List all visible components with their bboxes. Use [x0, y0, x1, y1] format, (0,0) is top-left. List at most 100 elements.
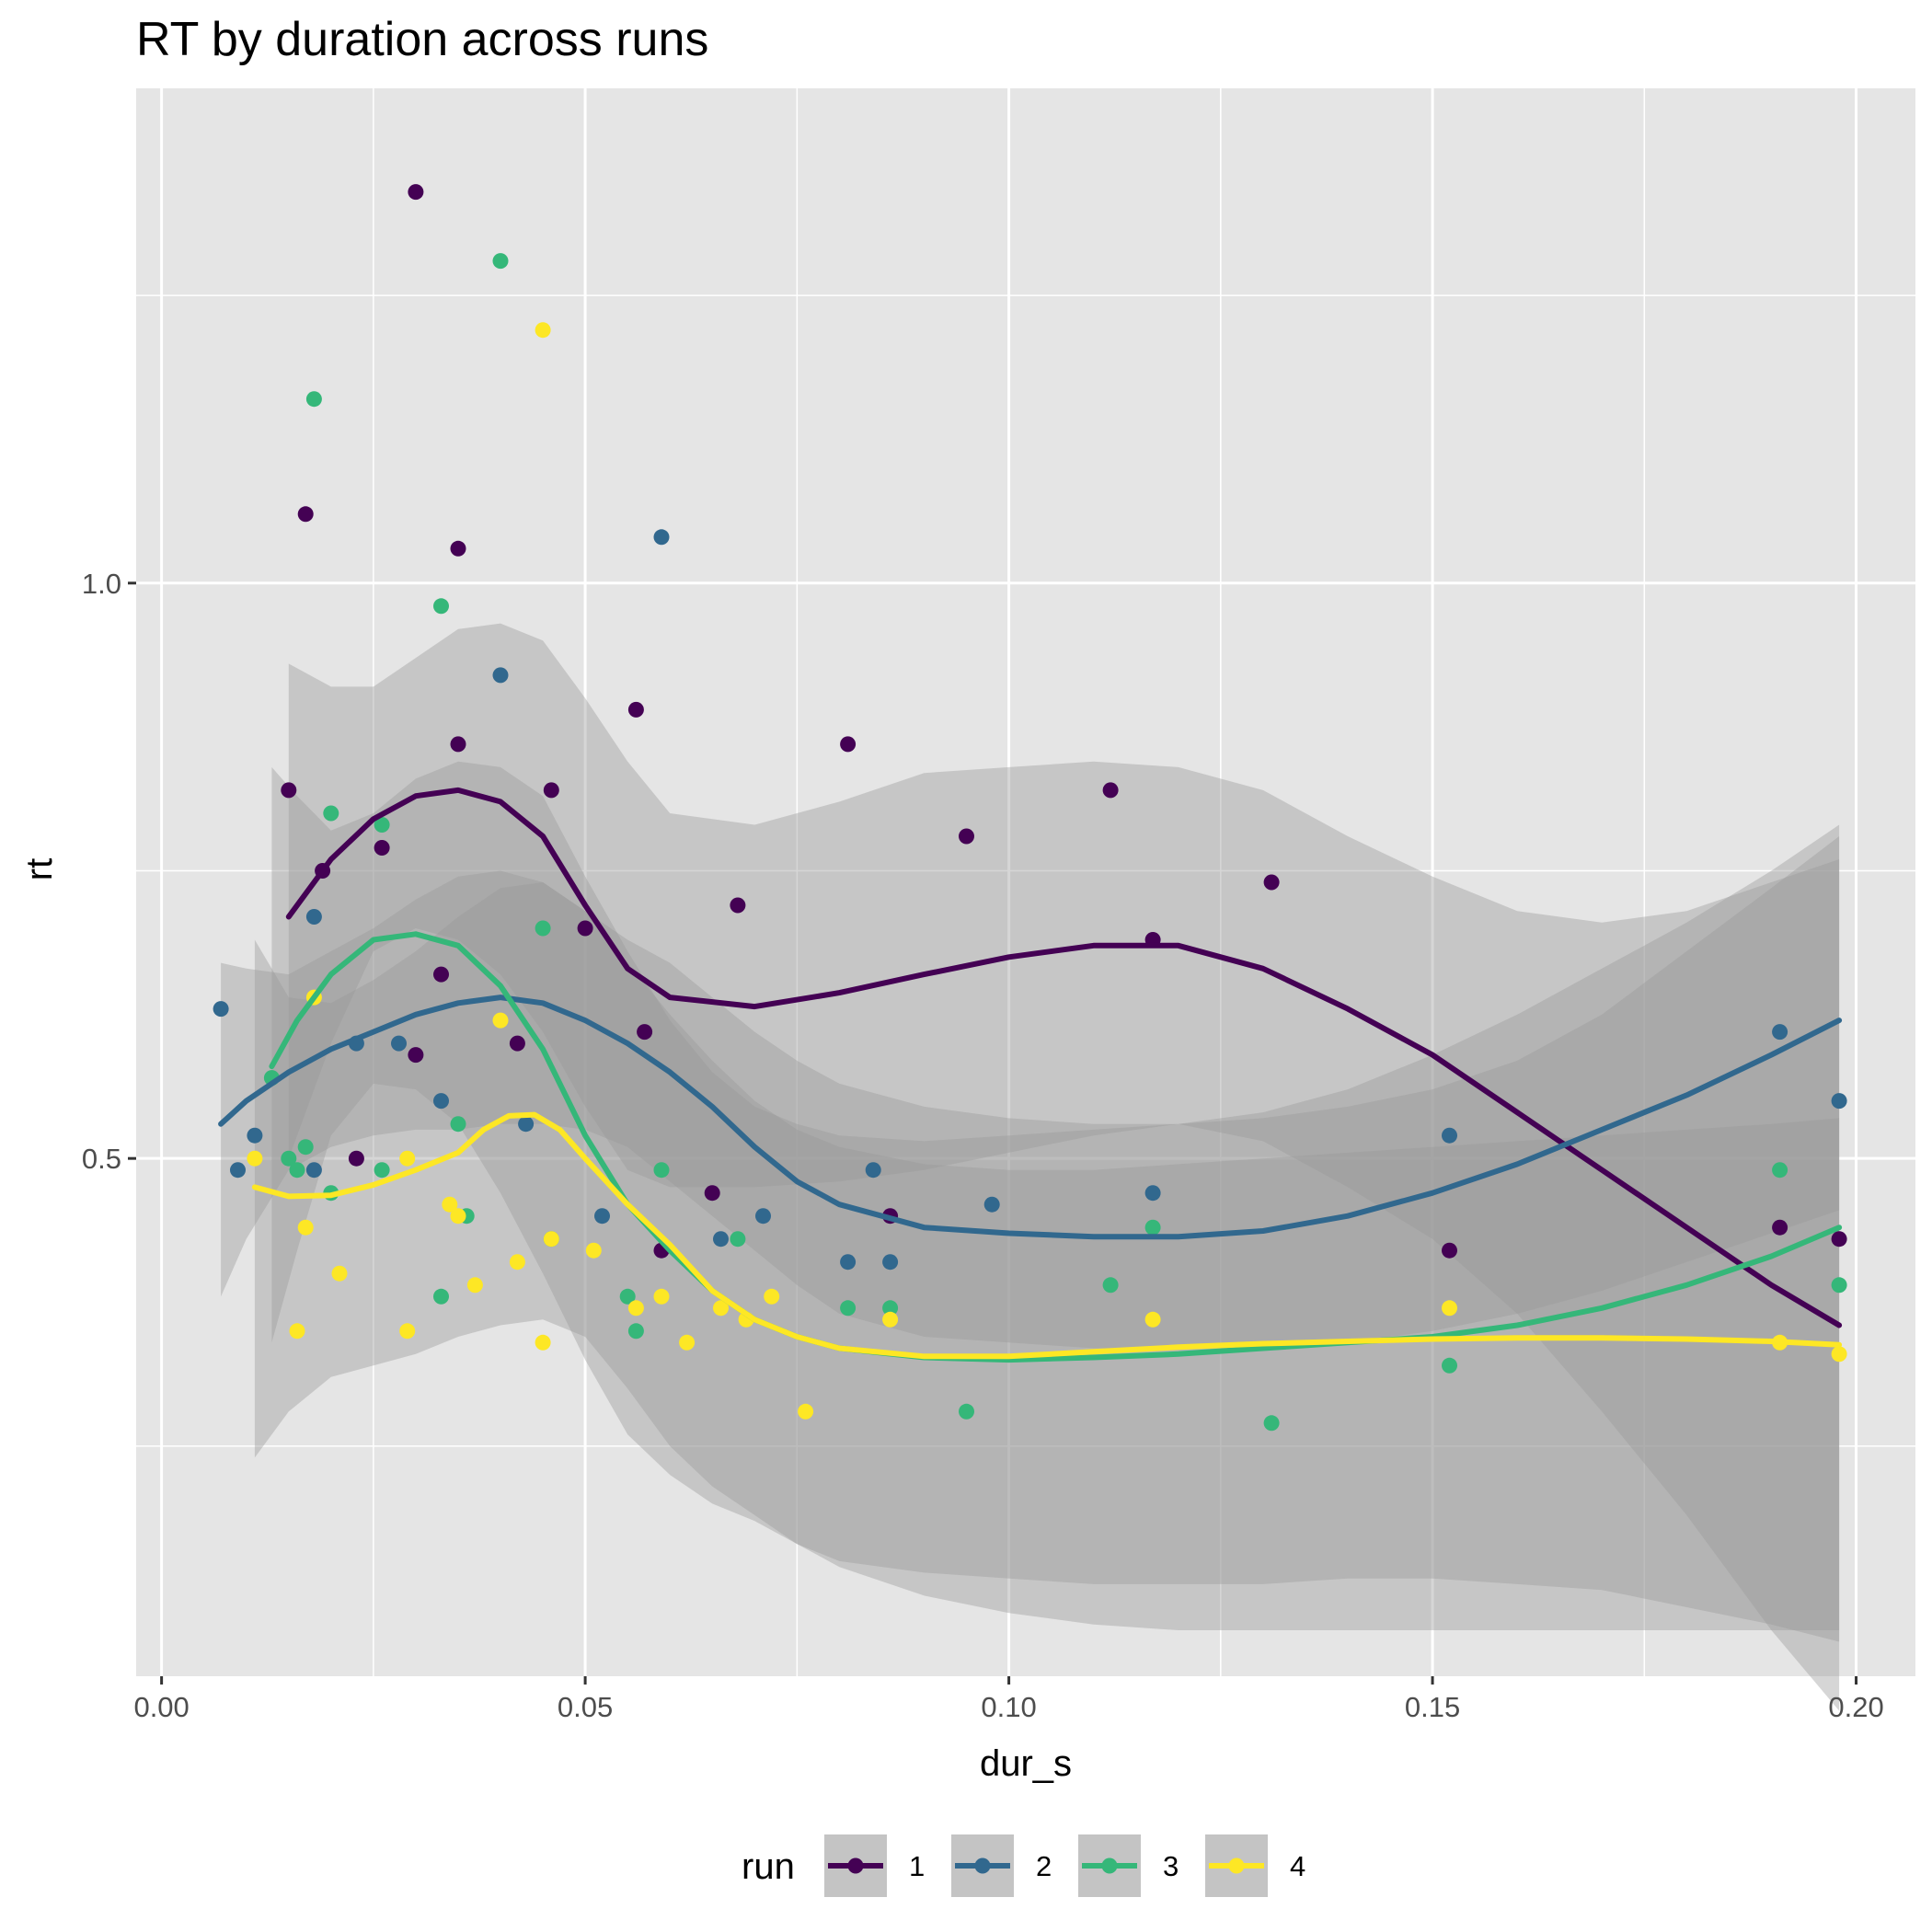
- legend-label-run-2: 2: [1036, 1850, 1052, 1882]
- point-run-2: [1772, 1024, 1788, 1041]
- legend-key-point-run-2: [974, 1857, 991, 1874]
- x-tick-label: 0.00: [133, 1691, 189, 1723]
- point-run-3: [653, 1162, 670, 1179]
- point-run-2: [305, 909, 322, 925]
- point-run-3: [1144, 1219, 1161, 1236]
- point-run-4: [331, 1265, 348, 1282]
- minor-gridlines: [136, 88, 1915, 1676]
- point-run-2: [518, 1116, 535, 1133]
- point-run-1: [450, 540, 466, 557]
- x-axis-title: dur_s: [980, 1743, 1072, 1784]
- point-run-2: [713, 1231, 729, 1248]
- y-axis-title: rt: [19, 858, 60, 880]
- point-run-1: [408, 1047, 424, 1064]
- point-run-1: [959, 828, 974, 845]
- point-run-1: [509, 1035, 525, 1052]
- point-run-3: [1772, 1162, 1788, 1179]
- point-run-4: [492, 1012, 509, 1029]
- point-run-3: [433, 598, 449, 615]
- legend-key-point-run-4: [1228, 1857, 1245, 1874]
- point-run-1: [450, 736, 466, 753]
- point-run-2: [230, 1162, 246, 1179]
- point-run-2: [492, 667, 509, 684]
- point-run-1: [543, 782, 559, 799]
- point-run-4: [882, 1311, 899, 1328]
- plot-panel: [136, 88, 1915, 1676]
- ci-ribbon-run-3: [271, 761, 1840, 1642]
- point-run-4: [247, 1150, 263, 1167]
- point-run-2: [305, 1162, 322, 1179]
- chart-title: RT by duration across runs: [136, 13, 708, 66]
- point-run-2: [594, 1208, 610, 1225]
- x-tick-label: 0.10: [981, 1691, 1036, 1723]
- point-run-3: [305, 391, 322, 408]
- point-run-4: [535, 1334, 551, 1351]
- point-run-4: [798, 1403, 814, 1420]
- point-run-3: [730, 1231, 746, 1248]
- point-run-3: [882, 1300, 899, 1317]
- legend-label-run-4: 4: [1290, 1850, 1305, 1882]
- point-run-4: [1144, 1311, 1161, 1328]
- point-run-4: [442, 1196, 458, 1213]
- point-run-1: [348, 1150, 364, 1167]
- point-run-3: [323, 805, 339, 822]
- point-run-2: [983, 1196, 1000, 1213]
- x-tick-label: 0.15: [1405, 1691, 1460, 1723]
- point-run-3: [1263, 1415, 1280, 1432]
- point-run-1: [433, 966, 449, 983]
- point-run-1: [1772, 1219, 1788, 1236]
- confidence-ribbons: [221, 623, 1840, 1711]
- x-tick-label: 0.05: [558, 1691, 613, 1723]
- point-run-1: [637, 1024, 653, 1041]
- legend-key-point-run-3: [1101, 1857, 1118, 1874]
- legend-label-run-1: 1: [909, 1850, 925, 1882]
- point-run-3: [1831, 1277, 1847, 1294]
- point-run-1: [704, 1185, 720, 1202]
- point-run-2: [213, 1001, 229, 1018]
- smooth-line-run-4: [251, 1111, 1843, 1360]
- point-run-4: [289, 1323, 305, 1340]
- point-run-4: [585, 1242, 602, 1259]
- ci-ribbon-run-1: [288, 623, 1840, 1711]
- point-run-3: [374, 817, 390, 833]
- point-run-4: [653, 1288, 670, 1305]
- point-run-1: [408, 184, 424, 201]
- point-run-1: [627, 701, 644, 718]
- point-run-3: [492, 253, 509, 270]
- point-run-1: [730, 897, 746, 914]
- point-run-1: [1831, 1231, 1847, 1248]
- point-run-3: [450, 1116, 466, 1133]
- point-run-2: [755, 1208, 771, 1225]
- point-run-4: [297, 1219, 314, 1236]
- point-run-1: [1102, 782, 1119, 799]
- point-run-1: [1263, 874, 1280, 891]
- ci-ribbon-run-2: [221, 824, 1840, 1349]
- point-run-4: [450, 1208, 466, 1225]
- x-axis: 0.00 0.05 0.10 0.15 0.20: [133, 1676, 1884, 1723]
- point-run-3: [289, 1162, 305, 1179]
- point-run-4: [543, 1231, 559, 1248]
- y-tick-label: 0.5: [82, 1143, 121, 1175]
- point-run-4: [764, 1288, 780, 1305]
- point-run-1: [374, 840, 390, 856]
- point-run-4: [535, 322, 551, 339]
- point-run-3: [535, 920, 551, 937]
- point-run-3: [1442, 1357, 1457, 1374]
- point-run-3: [619, 1288, 636, 1305]
- legend-title: run: [742, 1846, 795, 1887]
- major-gridlines: [136, 88, 1915, 1676]
- point-run-1: [577, 920, 593, 937]
- point-run-2: [433, 1093, 449, 1110]
- point-run-1: [297, 506, 314, 523]
- point-run-4: [627, 1300, 644, 1317]
- point-run-2: [653, 529, 670, 546]
- point-run-4: [399, 1150, 416, 1167]
- point-run-2: [1144, 1185, 1161, 1202]
- point-run-3: [281, 1150, 297, 1167]
- smooth-line-run-1: [285, 787, 1843, 1328]
- smooth-lines: [218, 787, 1843, 1363]
- data-points: [213, 184, 1847, 1432]
- point-run-2: [247, 1127, 263, 1144]
- y-axis: 0.5 1.0: [82, 568, 136, 1175]
